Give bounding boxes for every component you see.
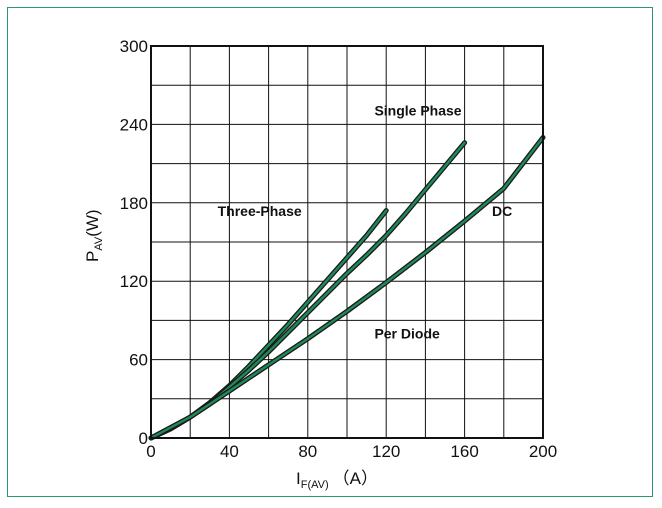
x-tick-label: 40 (220, 442, 239, 461)
grid (151, 46, 543, 438)
annotation-label: Three-Phase (218, 203, 302, 219)
tick-labels: 0 40 80 120 160 200 0 60 120 180 240 300 (120, 37, 558, 461)
y-tick-label: 180 (120, 194, 148, 213)
y-tick-label: 60 (129, 351, 148, 370)
annotation-label: DC (492, 203, 512, 219)
x-axis-label-unit: （A） (333, 469, 378, 488)
series-line-3 (149, 136, 545, 440)
x-tick-label: 80 (298, 442, 317, 461)
y-tick-label: 240 (120, 115, 148, 134)
chart-frame (7, 7, 653, 497)
x-axis-label-main: I (296, 469, 301, 488)
x-axis-label-sub: F(AV) (301, 479, 329, 491)
x-tick-label: 200 (529, 442, 557, 461)
y-axis-label-sub: AV (93, 236, 105, 251)
annotation-label: Per Diode (374, 326, 440, 342)
annotations: Single Phase Three-Phase DC Per Diode (218, 102, 513, 341)
y-tick-label: 0 (139, 429, 148, 448)
series-layer (148, 135, 546, 441)
x-tick-label: 160 (450, 442, 478, 461)
x-tick-label: 120 (372, 442, 400, 461)
y-axis-label-unit: (W) (83, 209, 102, 236)
plot-border (150, 45, 544, 439)
x-tick-label: 0 (146, 442, 155, 461)
annotation-label: Single Phase (374, 102, 461, 118)
y-axis-label: PAV(W) (83, 209, 105, 262)
x-axis-label: IF(AV) （A） (296, 469, 378, 491)
y-tick-label: 120 (120, 272, 148, 291)
y-tick-label: 300 (120, 37, 148, 56)
y-axis-label-main: P (83, 251, 102, 262)
